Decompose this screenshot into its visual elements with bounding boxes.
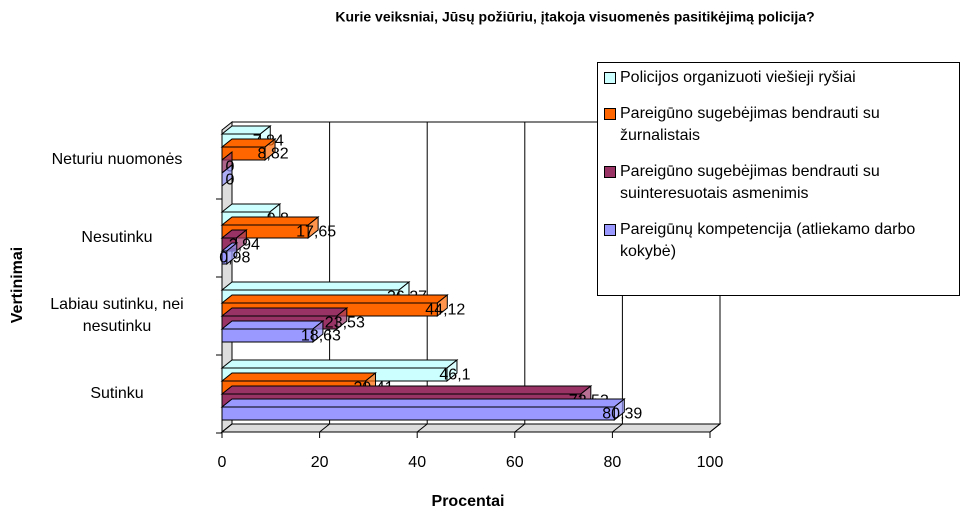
data-label: 18,63 [301,328,341,345]
x-tick-label: 20 [311,454,329,471]
bar-top [220,294,449,304]
bar-top [220,359,459,369]
legend-label: Pareigūnų kompetencija (atliekamo darbo … [620,221,916,260]
data-label: 8,82 [257,146,288,163]
bar-top [220,398,626,408]
x-tick-label: 100 [697,454,724,471]
x-tick-label: 40 [408,454,426,471]
legend-entry: Policijos organizuoti viešieji ryšiai [604,67,953,89]
legend-label: Pareigūno sugebėjimas bendrauti su suint… [620,163,880,202]
floor-line [612,423,623,433]
legend-label: Pareigūno sugebėjimas bendrauti su žurna… [620,105,880,144]
chart-title: Kurie veiksniai, Jūsų požiūriu, įtakoja … [335,9,814,25]
y-tick-label: Sutinku [90,385,144,402]
data-label: 46,1 [439,367,470,384]
x-tick-label: 60 [506,454,524,471]
floor-line [709,423,721,433]
floor [220,423,722,433]
data-label: 80,39 [602,406,642,423]
legend-swatch [604,224,616,236]
legend-entry: Pareigūnų kompetencija (atliekamo darbo … [604,219,953,263]
legend-entry: Pareigūno sugebėjimas bendrauti su žurna… [604,103,953,147]
y-tick-label: Neturiu nuomonės [51,151,183,168]
bar-top [220,385,593,395]
legend-swatch [604,108,616,120]
floor-line [319,423,330,433]
legend-label: Policijos organizuoti viešieji ryšiai [620,69,856,86]
data-label: 44,12 [425,302,465,319]
legend-swatch [604,166,616,178]
data-label: 0 [226,172,235,189]
data-label: 0,98 [219,250,250,267]
bar [221,328,314,343]
bar [221,406,615,421]
floor-line [416,423,428,433]
legend-entry: Pareigūno sugebėjimas bendrauti su suint… [604,161,953,205]
x-axis-title: Procentai [432,493,505,510]
y-axis-title: Vertinimai [9,247,26,323]
floor-line [514,423,526,433]
legend-swatch [604,72,616,84]
floor-line [221,423,233,433]
y-tick-label: Labiau sutinku, nei nesutinku [50,296,184,335]
y-tick-label: Nesutinku [81,229,153,246]
x-tick-label: 0 [218,454,227,471]
bar-top [220,281,411,291]
data-label: 17,65 [296,224,336,241]
bar-top [220,372,377,382]
data-label: 23,53 [325,315,365,332]
x-tick-label: 80 [604,454,622,471]
legend: Policijos organizuoti viešieji ryšiai Par… [597,62,960,296]
